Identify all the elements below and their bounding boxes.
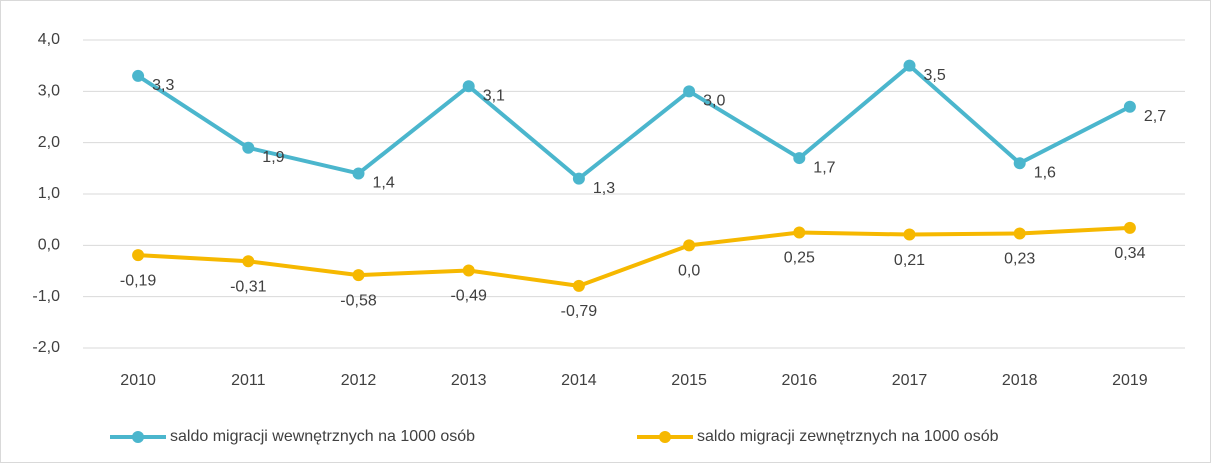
y-tick-label: 3,0 — [38, 83, 60, 100]
x-tick-label: 2018 — [1002, 372, 1038, 389]
data-point — [572, 172, 585, 185]
data-label: -0,19 — [120, 272, 157, 289]
x-tick-label: 2011 — [231, 372, 266, 389]
data-label: 0,25 — [784, 250, 815, 267]
x-tick-label: 2013 — [451, 372, 487, 389]
data-label: 3,3 — [152, 77, 174, 94]
series-line — [137, 225, 1131, 288]
data-label: -0,31 — [230, 278, 267, 295]
data-label: 0,0 — [678, 263, 700, 280]
data-point — [352, 167, 365, 180]
data-point — [242, 141, 255, 154]
data-point — [1013, 227, 1026, 240]
data-label: 3,1 — [483, 87, 505, 104]
legend-marker — [659, 431, 671, 443]
x-tick-label: 2012 — [341, 372, 377, 389]
data-label: 1,9 — [262, 149, 284, 166]
legend-label: saldo migracji zewnętrznych na 1000 osób — [697, 428, 999, 445]
data-label: 3,0 — [703, 93, 725, 110]
series-line — [137, 63, 1131, 181]
data-point — [1123, 221, 1136, 234]
y-tick-label: 4,0 — [38, 31, 60, 48]
x-tick-label: 2016 — [782, 372, 818, 389]
y-tick-label: 2,0 — [38, 134, 60, 151]
data-point — [352, 269, 365, 282]
data-point — [683, 239, 696, 252]
data-label: 1,3 — [593, 180, 615, 197]
y-tick-label: -1,0 — [32, 288, 60, 305]
data-point — [793, 226, 806, 239]
data-label: 0,21 — [894, 252, 925, 269]
data-point — [793, 152, 806, 165]
y-tick-label: 1,0 — [38, 185, 60, 202]
data-label: 0,34 — [1114, 245, 1145, 262]
data-label: -0,58 — [340, 292, 377, 309]
data-label: 2,7 — [1144, 108, 1166, 125]
data-point — [1123, 100, 1136, 113]
data-point — [572, 279, 585, 292]
data-point — [242, 255, 255, 268]
data-label: 1,7 — [813, 159, 835, 176]
y-tick-label: -2,0 — [32, 339, 60, 356]
data-point — [462, 80, 475, 93]
x-tick-label: 2014 — [561, 372, 597, 389]
x-tick-label: 2019 — [1112, 372, 1148, 389]
data-label: 0,23 — [1004, 251, 1035, 268]
data-point — [462, 264, 475, 277]
data-point — [1013, 157, 1026, 170]
legend-marker — [132, 431, 144, 443]
data-label: 1,6 — [1034, 164, 1056, 181]
x-tick-label: 2010 — [120, 372, 156, 389]
legend-label: saldo migracji wewnętrznych na 1000 osób — [170, 428, 475, 445]
x-tick-label: 2017 — [892, 372, 928, 389]
data-point — [132, 69, 145, 82]
data-point — [903, 59, 916, 72]
data-point — [132, 249, 145, 262]
data-label: -0,49 — [450, 288, 487, 305]
data-point — [683, 85, 696, 98]
data-label: -0,79 — [561, 303, 598, 320]
data-label: 1,4 — [373, 175, 395, 192]
data-point — [903, 228, 916, 241]
data-label: 3,5 — [924, 67, 946, 84]
x-tick-label: 2015 — [671, 372, 707, 389]
y-tick-label: 0,0 — [38, 237, 60, 254]
